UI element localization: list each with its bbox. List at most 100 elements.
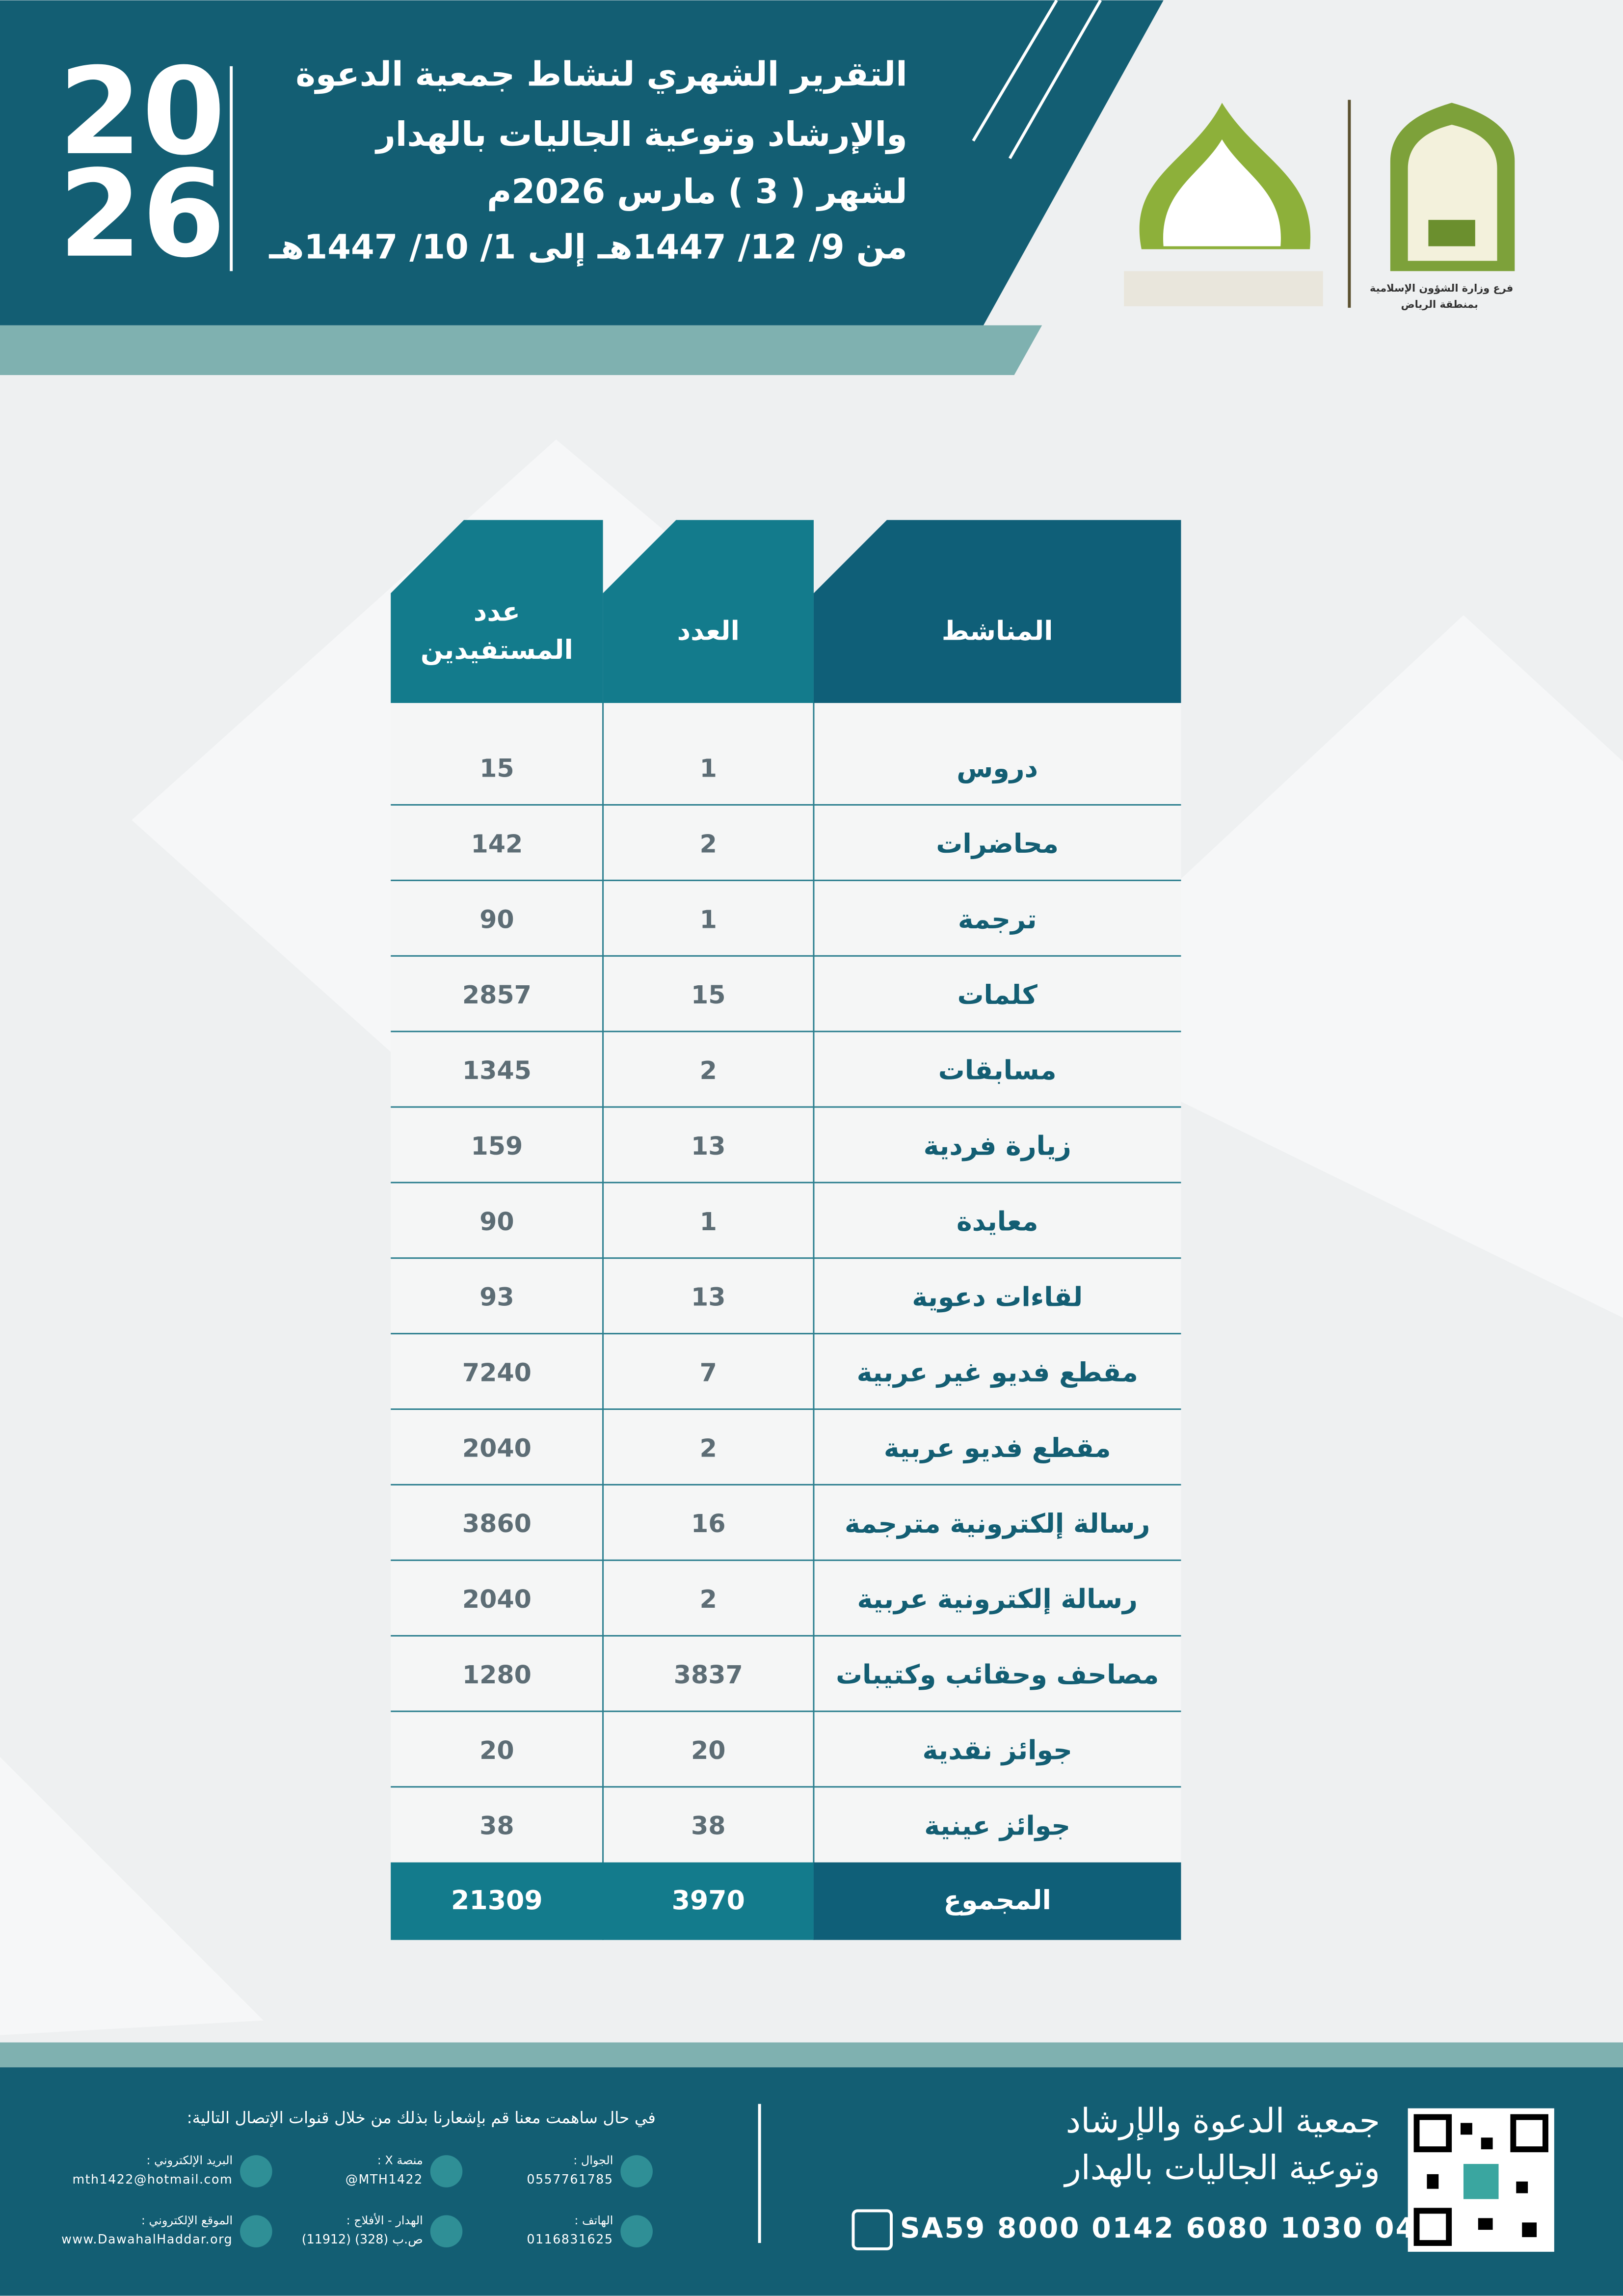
cell-number: 38 bbox=[479, 1811, 514, 1840]
cell-number: 2 bbox=[700, 1056, 717, 1085]
cell-number: 142 bbox=[471, 829, 523, 858]
contact-label: الهاتف : bbox=[574, 2214, 613, 2227]
contact-value: www.DawahalHaddar.org bbox=[61, 2232, 233, 2246]
cell-number: 3860 bbox=[462, 1509, 532, 1538]
contact-value: (11912) ص.ب (328) bbox=[302, 2232, 423, 2247]
cell-number: 93 bbox=[479, 1283, 514, 1312]
footer-band bbox=[0, 2067, 1623, 2296]
contact-value: 0557761785 bbox=[527, 2172, 613, 2187]
contact-icon bbox=[240, 2155, 272, 2188]
footer-stripe bbox=[0, 2042, 1623, 2068]
title-line: التقرير الشهري لنشاط جمعية الدعوة bbox=[295, 55, 907, 94]
total-cell bbox=[813, 1862, 1181, 1940]
cell-number: 38 bbox=[691, 1811, 726, 1840]
activity-name: رسالة إلكترونية مترجمة bbox=[845, 1508, 1150, 1539]
deco-line bbox=[1008, 0, 1102, 160]
contact-icon bbox=[430, 2155, 463, 2188]
cell-number: 90 bbox=[479, 905, 514, 934]
contact-value: mth1422@hotmail.com bbox=[72, 2172, 233, 2187]
header-label: المناشط bbox=[942, 615, 1053, 646]
iban: SA59 8000 0142 6080 1030 0449 bbox=[900, 2212, 1458, 2244]
qr-code bbox=[1408, 2108, 1554, 2252]
cell-number: 7 bbox=[700, 1358, 717, 1387]
cell-number: 20 bbox=[691, 1736, 726, 1765]
bank-icon bbox=[851, 2209, 893, 2250]
cell-number: 13 bbox=[691, 1132, 726, 1161]
cell-number: 90 bbox=[479, 1207, 514, 1236]
contact-label: الهدار - الأفلاج : bbox=[346, 2213, 423, 2227]
cell-number: 15 bbox=[479, 754, 514, 783]
org-name: جمعية الدعوة والإرشاد bbox=[1066, 2102, 1380, 2141]
cell-number: 1 bbox=[700, 754, 717, 783]
activity-name: كلمات bbox=[958, 979, 1038, 1010]
contact-label: منصة X : bbox=[377, 2154, 423, 2167]
cell-number: 1 bbox=[700, 1207, 717, 1236]
contact-icon bbox=[240, 2215, 272, 2247]
total-number: 3970 bbox=[672, 1885, 745, 1916]
bg-shape bbox=[1024, 615, 1623, 1318]
title-line: من 9/ 12/ 1447هـ إلى 1/ 10/ 1447هـ bbox=[269, 228, 907, 267]
cell-number: 2 bbox=[700, 829, 717, 858]
activity-name: زيارة فردية bbox=[924, 1131, 1071, 1162]
activity-name: مصاحف وحقائب وكتيبات bbox=[836, 1659, 1159, 1690]
cell-number: 1345 bbox=[462, 1056, 532, 1085]
cell-number: 16 bbox=[691, 1509, 726, 1538]
cell-number: 3837 bbox=[674, 1660, 743, 1689]
association-logo bbox=[1124, 103, 1323, 306]
title-line: لشهر ( 3 ) مارس 2026م bbox=[487, 172, 907, 211]
contact-icon bbox=[430, 2215, 463, 2247]
deco-line bbox=[972, 0, 1058, 142]
activity-name: جوائز عينية bbox=[924, 1810, 1070, 1841]
table-body bbox=[391, 702, 1181, 1863]
cell-number: 1280 bbox=[462, 1660, 532, 1689]
contact-icon bbox=[620, 2215, 653, 2247]
total-cell bbox=[391, 1862, 603, 1940]
header-cell bbox=[603, 520, 814, 729]
cell-number: 2 bbox=[700, 1433, 717, 1462]
cell-number: 159 bbox=[471, 1132, 523, 1161]
activity-name: مسابقات bbox=[938, 1055, 1057, 1086]
cell-number: 13 bbox=[691, 1283, 726, 1312]
header-cell bbox=[391, 520, 603, 729]
contact-icon bbox=[620, 2155, 653, 2188]
total-cell bbox=[603, 1862, 814, 1940]
header-stripe bbox=[0, 325, 1042, 376]
cell-number: 2040 bbox=[462, 1585, 532, 1614]
year-bottom: 26 bbox=[58, 144, 225, 284]
ministry-logo bbox=[1390, 103, 1515, 271]
total-label: المجموع bbox=[943, 1885, 1051, 1916]
header-band bbox=[0, 0, 1164, 325]
header-label: عدد bbox=[474, 596, 520, 627]
total-number: 21309 bbox=[451, 1885, 543, 1916]
report-table: المناشط العدد عدد المستفيدين دروس 1 15 محاضرات 2… bbox=[391, 520, 1181, 1940]
cell-number: 2 bbox=[700, 1585, 717, 1614]
contacts: الجوال : 0557761785 الهاتف : 0116831625 منصة… bbox=[61, 2154, 653, 2247]
activity-name: مقطع فديو عربية bbox=[884, 1432, 1111, 1463]
org-name: وتوعية الجاليات بالهدار bbox=[1064, 2148, 1380, 2188]
logo-caption: فرع وزارة الشؤون الإسلامية bbox=[1370, 282, 1513, 294]
logo-caption: بمنطقة الرياض bbox=[1401, 298, 1478, 310]
contact-value: @MTH1422 bbox=[346, 2172, 423, 2187]
title-group: التقرير الشهري لنشاط جمعية الدعوة والإرشا… bbox=[269, 55, 907, 267]
cell-number: 1 bbox=[700, 905, 717, 934]
activity-name: لقاءات دعوية bbox=[912, 1281, 1083, 1312]
year-top: 20 bbox=[58, 42, 225, 182]
bg-shape bbox=[0, 1756, 264, 2035]
contact-label: البريد الإلكتروني : bbox=[147, 2154, 233, 2167]
activity-name: ترجمة bbox=[958, 904, 1037, 935]
activity-name: جوائز نقدية bbox=[923, 1734, 1072, 1765]
activity-name: معايدة bbox=[957, 1206, 1038, 1237]
header-label: العدد bbox=[677, 615, 740, 646]
cell-number: 15 bbox=[691, 980, 726, 1009]
cell-number: 7240 bbox=[462, 1358, 532, 1387]
footer-notice: في حال ساهمت معنا قم بإشعارنا بذلك من خل… bbox=[187, 2108, 656, 2128]
contact-value: 0116831625 bbox=[527, 2232, 613, 2246]
cell-number: 20 bbox=[479, 1736, 514, 1765]
activity-name: محاضرات bbox=[936, 828, 1059, 859]
cell-number: 2040 bbox=[462, 1433, 532, 1462]
activity-name: دروس bbox=[957, 753, 1038, 783]
title-line: والإرشاد وتوعية الجاليات بالهدار bbox=[374, 115, 907, 154]
contact-label: الجوال : bbox=[573, 2154, 613, 2167]
